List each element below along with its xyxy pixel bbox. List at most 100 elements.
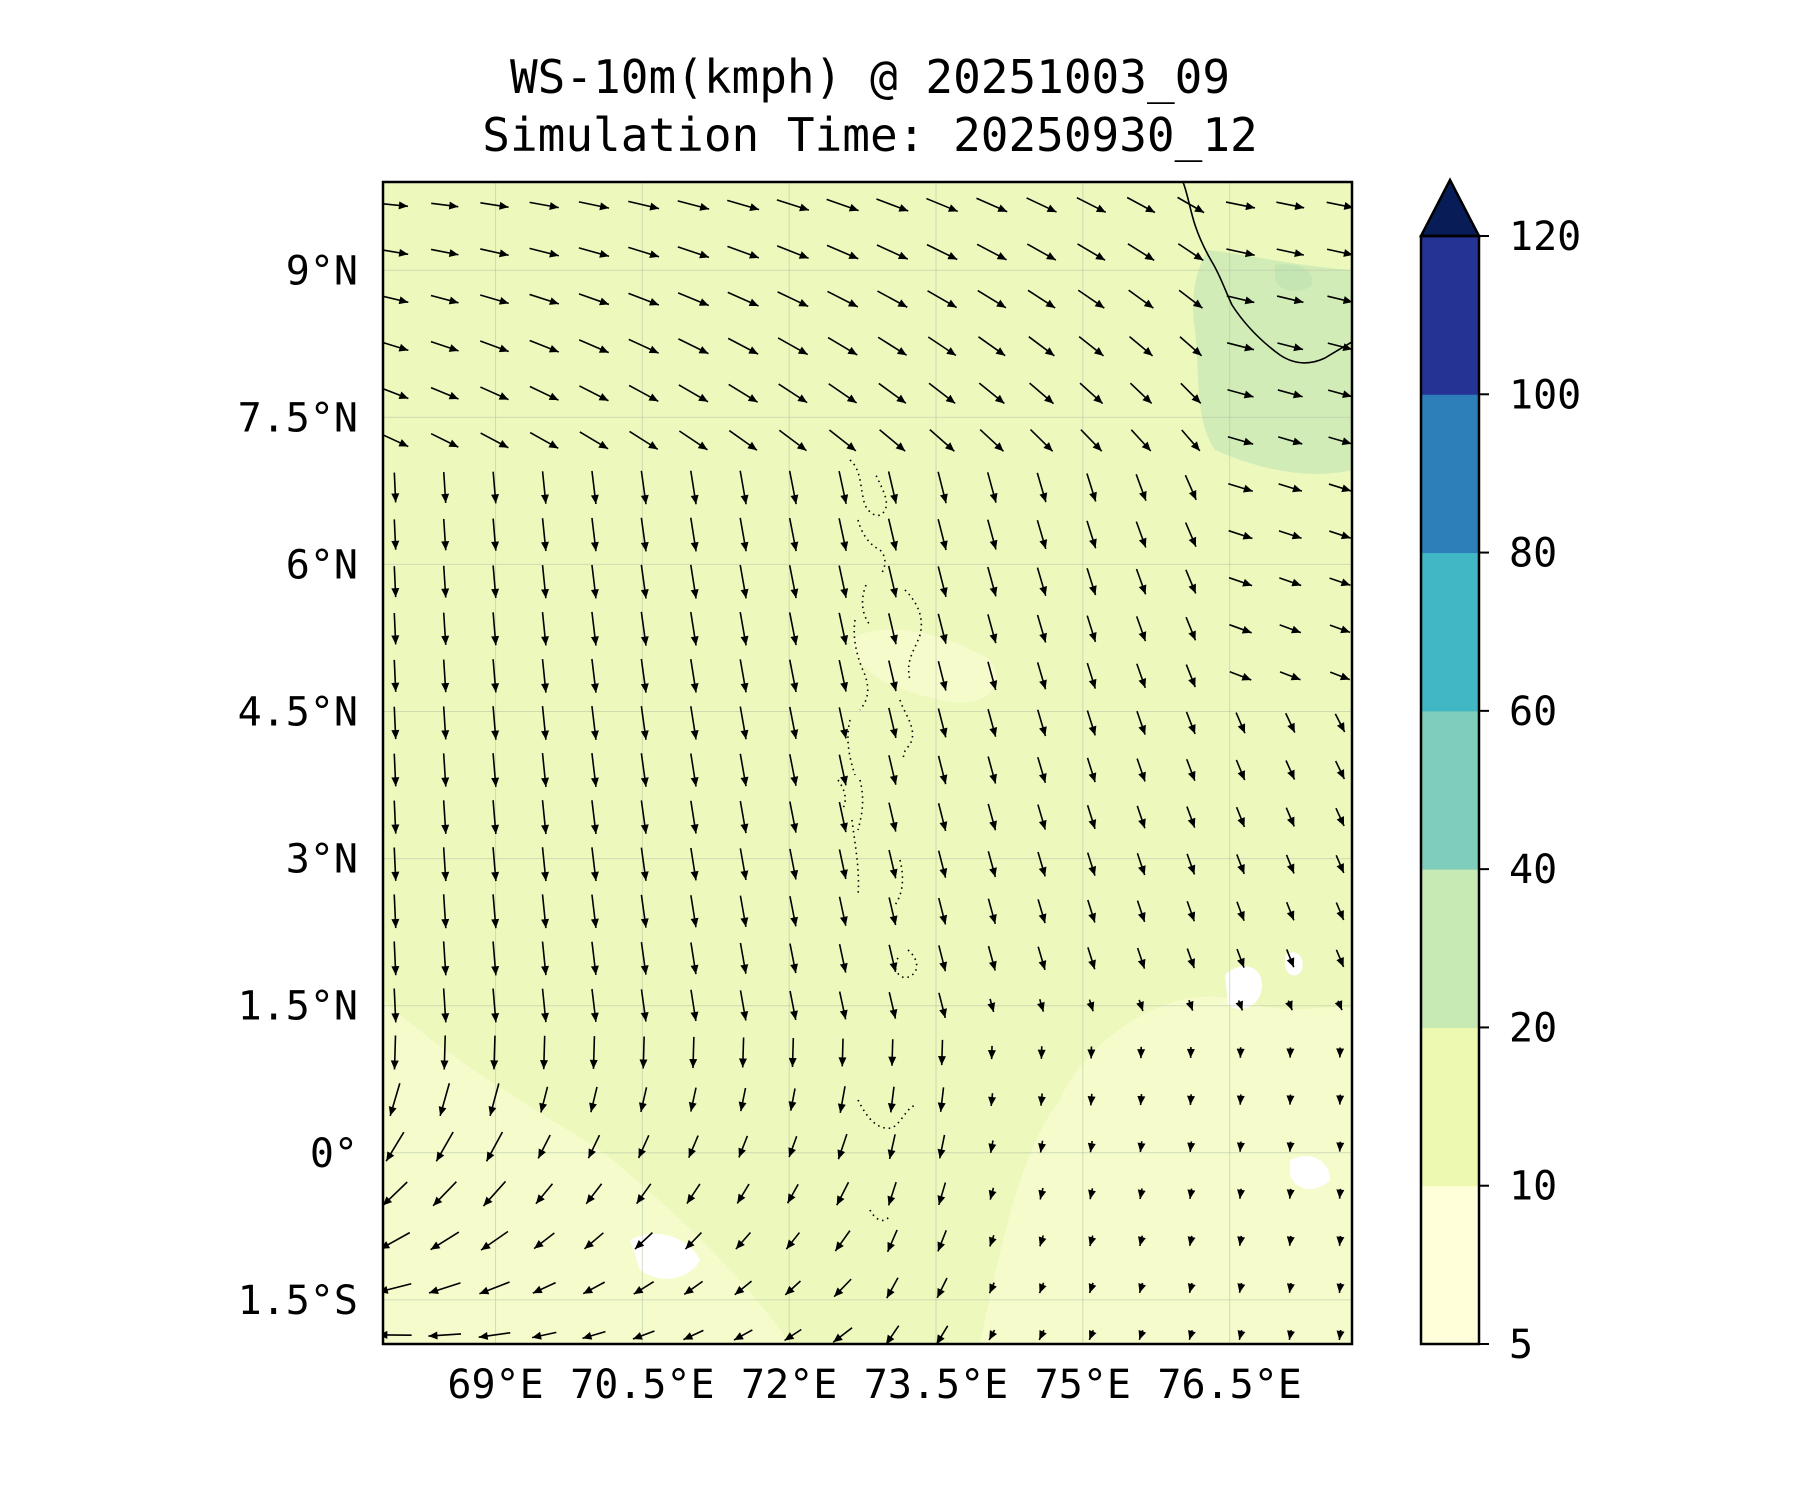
wind-arrow (877, 336, 908, 356)
wind-arrow (1135, 474, 1147, 501)
wind-arrow (491, 988, 500, 1023)
wind-arrow (583, 1232, 604, 1250)
wind-arrow (1336, 1094, 1345, 1105)
wind-arrow (838, 565, 849, 598)
wind-arrow (628, 338, 659, 354)
wind-arrow (987, 614, 998, 644)
colorbar-tick-label: 20 (1509, 1005, 1557, 1051)
wind-arrow (988, 1329, 997, 1341)
wind-arrow (1329, 530, 1351, 540)
wind-arrow (590, 847, 599, 882)
wind-arrow (1327, 342, 1352, 352)
wind-arrow (637, 1135, 650, 1159)
wind-arrow (677, 200, 710, 211)
wind-arrow (1226, 295, 1255, 305)
wind-arrow (485, 1131, 504, 1162)
wind-arrow (383, 1231, 411, 1249)
wind-arrow (888, 849, 898, 879)
wind-arrow (689, 611, 699, 646)
wind-arrow (1086, 710, 1097, 736)
wind-arrow (639, 1036, 648, 1069)
wind-arrow (987, 851, 997, 878)
wind-arrow (1277, 389, 1303, 399)
wind-arrow (1226, 342, 1255, 352)
longitude-axis: 69°E 70.5°E 72°E 73.5°E 75°E 76.5°E (447, 1362, 1302, 1408)
wind-arrow (1130, 429, 1152, 452)
wind-arrow (1276, 201, 1305, 210)
colorbar-segment (1421, 710, 1479, 870)
map-plot-area (383, 182, 1352, 1344)
wind-arrow (1235, 1000, 1244, 1011)
lat-tick-label: 0° (310, 1131, 358, 1177)
wind-arrow (1186, 1047, 1195, 1058)
wind-arrow (1137, 1141, 1146, 1153)
map-subtitle: Simulation Time: 20250930_12 (482, 108, 1258, 162)
wind-arrow (480, 248, 509, 258)
wind-arrow (1187, 1235, 1196, 1246)
wind-arrow (391, 659, 400, 692)
wind-arrow (838, 754, 848, 786)
wind-arrow (837, 1133, 848, 1160)
wind-arrow (789, 896, 799, 927)
wind-arrow (1036, 614, 1047, 643)
wind-arrow (541, 611, 549, 646)
wind-arrow (589, 1036, 598, 1069)
wind-arrow (727, 245, 760, 259)
wind-arrow (887, 1181, 897, 1206)
wind-arrow (828, 429, 857, 452)
wind-arrow (541, 894, 549, 929)
wind-arrow (541, 847, 549, 882)
wind-arrow (640, 706, 649, 740)
colorbar-extend-arrow (1418, 177, 1482, 238)
lon-tick-label: 76.5°E (1157, 1362, 1302, 1408)
wind-arrow (578, 293, 610, 306)
wind-arrow (578, 201, 610, 211)
wind-arrow (739, 848, 749, 881)
wind-arrow (529, 339, 560, 353)
wind-arrow (1185, 569, 1197, 594)
wind-arrow (937, 471, 948, 504)
wind-arrow (1088, 1188, 1096, 1200)
wind-arrow (640, 470, 649, 505)
wind-arrow (1186, 948, 1196, 969)
wind-arrow (579, 431, 609, 450)
wind-arrow (640, 894, 649, 928)
wind-arrow (836, 1181, 850, 1206)
wind-arrow (632, 1330, 655, 1340)
wind-arrow (1227, 435, 1254, 446)
wind-arrow (1327, 295, 1352, 304)
wind-arrow (1336, 1282, 1345, 1293)
wind-arrow (788, 1135, 798, 1158)
wind-arrow (937, 708, 948, 738)
wind-arrow (928, 382, 956, 405)
wind-arrow (633, 1281, 655, 1295)
wind-arrow (1184, 522, 1197, 547)
wind-arrow (690, 800, 699, 834)
wind-arrow (1236, 854, 1245, 875)
wind-arrow (938, 992, 947, 1019)
wind-arrow (886, 1229, 898, 1253)
lon-tick-label: 75°E (1035, 1362, 1131, 1408)
wind-arrow (789, 990, 798, 1021)
wind-arrow (1187, 1094, 1196, 1105)
wind-arrow (491, 612, 500, 646)
wind-arrow (391, 519, 400, 550)
wind-arrow (785, 1232, 801, 1250)
wind-arrow (1135, 568, 1147, 595)
wind-arrow (1186, 900, 1196, 922)
wind-arrow (430, 248, 459, 257)
wind-arrow (541, 941, 549, 976)
wind-vector-arrows (383, 196, 1352, 1344)
wind-arrow (690, 942, 699, 975)
colorbar-segment (1421, 1185, 1479, 1345)
wind-arrow (391, 894, 400, 929)
wind-arrow (491, 518, 500, 551)
wind-arrow (678, 338, 709, 355)
wind-arrow (677, 246, 710, 259)
wind-arrow (733, 1329, 753, 1341)
lat-tick-label: 3°N (286, 837, 358, 883)
wind-arrow (1236, 1094, 1245, 1105)
wind-arrow (441, 472, 450, 503)
wind-arrow (739, 942, 749, 974)
wind-arrow (926, 197, 959, 213)
